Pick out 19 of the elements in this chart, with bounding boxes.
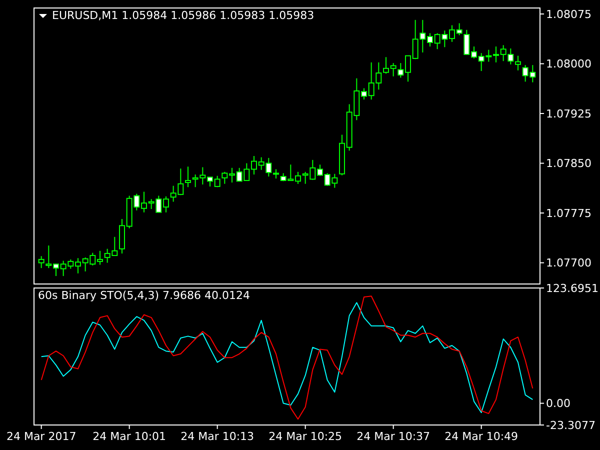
y-tick-label: 1.07925 [546,107,592,120]
y-tick-label: 1.07775 [546,206,592,220]
x-tick-label: 24 Mar 10:25 [268,430,342,443]
candlestick [38,256,44,269]
x-tick-label: 24 Mar 10:01 [92,430,166,443]
y-tick-label: 123.6951 [546,282,598,295]
y-tick-label: 0.00 [546,397,570,410]
chart-title: EURUSD,M1 1.05984 1.05986 1.05983 1.05983 [52,9,314,22]
y-tick-label: 1.07850 [546,157,592,170]
candlestick [185,166,191,188]
y-tick-label: 1.08000 [546,58,592,71]
y-tick-label: -23.3077 [546,418,596,432]
y-tick-label: 1.07700 [546,256,592,270]
x-tick-label: 24 Mar 10:37 [356,430,430,443]
y-tick-label: 1.08075 [546,8,592,21]
x-tick-label: 24 Mar 10:13 [180,430,254,443]
x-tick-label: 24 Mar 2017 [6,430,76,443]
chart-title: 60s Binary STO(5,4,3) 7.9686 40.0124 [38,289,250,302]
x-tick-label: 24 Mar 10:49 [444,430,518,443]
